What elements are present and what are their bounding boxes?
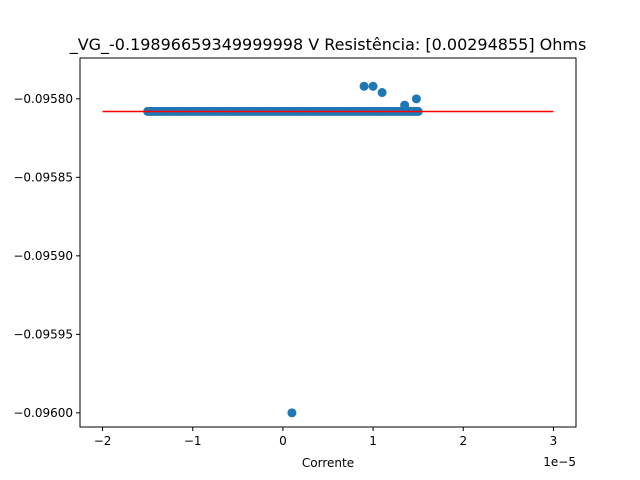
- data-point-outlier: [411, 94, 421, 104]
- y-tick-label: −0.09585: [13, 170, 73, 184]
- y-tick-label: −0.09590: [13, 249, 73, 263]
- y-tick-label: −0.09600: [13, 406, 73, 420]
- x-axis-label: Corrente: [302, 456, 354, 470]
- data-point-outlier: [377, 88, 387, 98]
- x-tick-label: −1: [184, 434, 202, 448]
- data-point-outlier: [287, 408, 297, 418]
- data-marks: [102, 81, 554, 418]
- x-tick-label: 2: [459, 434, 467, 448]
- x-tick-label: −2: [94, 434, 112, 448]
- x-axis-offset-label: 1e−5: [543, 455, 576, 469]
- x-tick-label: 3: [550, 434, 558, 448]
- x-tick-label: 1: [369, 434, 377, 448]
- x-tick-label: 0: [279, 434, 287, 448]
- y-axis: −0.09580 −0.09585 −0.09590 −0.09595 −0.09600: [13, 92, 80, 420]
- chart-title: _VG_-0.19896659349999998 V Resistência: …: [69, 35, 587, 55]
- data-point-outlier: [400, 100, 410, 110]
- plot-area: [79, 57, 577, 428]
- data-point-outlier: [359, 81, 369, 91]
- data-point-outlier: [368, 81, 378, 91]
- x-axis: −2 −1 0 1 2 3: [94, 427, 558, 448]
- y-tick-label: −0.09595: [13, 327, 73, 341]
- y-tick-label: −0.09580: [13, 92, 73, 106]
